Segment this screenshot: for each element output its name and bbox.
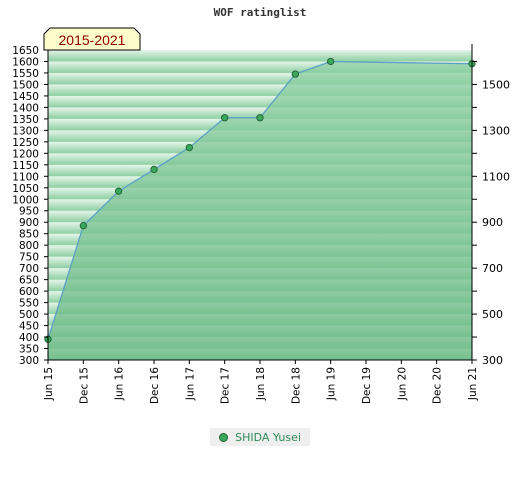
left-tick-label: 900	[19, 217, 39, 229]
x-tick-label: Jun 19	[326, 367, 338, 401]
axes	[44, 44, 477, 364]
left-tick-label: 550	[19, 298, 39, 310]
left-tick-label: 350	[19, 344, 39, 356]
data-point	[150, 165, 158, 174]
left-tick-label: 850	[19, 229, 39, 241]
left-tick-label: 1050	[12, 183, 39, 195]
x-tick-label: Jun 20	[396, 367, 408, 401]
left-tick-label: 1350	[12, 114, 39, 126]
left-tick-label: 1500	[12, 79, 39, 91]
legend-marker-icon	[219, 432, 229, 442]
left-tick-label: 800	[19, 240, 39, 252]
left-tick-label: 1200	[12, 148, 39, 160]
data-point	[291, 70, 299, 78]
data-point	[185, 143, 193, 152]
left-tick-label: 450	[19, 321, 39, 333]
right-tick-label: 900	[482, 216, 503, 229]
x-tick-label: Dec 20	[432, 367, 444, 404]
left-tick-label: 750	[19, 252, 39, 264]
legend-series-name: SHIDA Yusei	[235, 430, 301, 444]
left-tick-label: 1000	[12, 194, 39, 206]
data-point	[327, 57, 335, 66]
series-markers	[44, 57, 476, 343]
grid-band	[48, 107, 472, 119]
grid-band	[48, 95, 472, 108]
left-tick-label: 950	[19, 206, 39, 218]
left-tick-label: 1100	[12, 171, 39, 183]
right-tick-label: 500	[482, 308, 503, 321]
right-tick-label: 300	[482, 354, 503, 367]
left-tick-label: 1650	[12, 45, 39, 57]
series-line	[47, 60, 473, 340]
data-point	[221, 114, 229, 122]
x-tick-label: Dec 17	[220, 367, 232, 404]
left-tick-label: 700	[19, 263, 39, 275]
right-tick-label: 1100	[482, 170, 510, 183]
chart-title: WOF ratinglist	[213, 6, 307, 19]
left-tick-label: 400	[19, 332, 39, 344]
left-tick-label: 500	[19, 309, 39, 321]
left-tick-label: 650	[19, 275, 39, 287]
left-tick-label: 1600	[12, 56, 39, 68]
left-tick-label: 1450	[12, 91, 39, 103]
x-tick-label: Jun 18	[255, 367, 267, 401]
x-tick-label: Jun 21	[467, 367, 479, 401]
series-line-path	[47, 60, 473, 340]
left-tick-label: 300	[19, 355, 39, 367]
x-tick-label: Dec 19	[361, 367, 373, 404]
grid-band	[48, 50, 472, 62]
left-tick-label: 1550	[12, 68, 39, 80]
left-tick-label: 1300	[12, 125, 39, 137]
tick-labels: 3003504004505005506006507007508008509009…	[12, 45, 510, 404]
left-tick-label: 1400	[12, 102, 39, 114]
data-point	[115, 187, 123, 195]
period-label: 2015-2021	[43, 27, 141, 51]
grid-band	[48, 84, 472, 96]
x-tick-label: Dec 16	[149, 367, 161, 404]
x-tick-label: Jun 17	[184, 367, 196, 401]
grid-band	[48, 61, 472, 73]
legend: SHIDA Yusei	[210, 428, 310, 446]
left-tick-label: 1150	[12, 160, 39, 172]
left-tick-label: 600	[19, 286, 39, 298]
grid-band	[48, 72, 472, 85]
right-tick-label: 700	[482, 262, 503, 275]
right-tick-label: 1300	[482, 124, 510, 137]
right-tick-label: 1500	[482, 78, 510, 91]
data-point	[79, 222, 87, 230]
left-tick-label: 1250	[12, 137, 39, 149]
data-point	[256, 114, 264, 122]
x-tick-label: Dec 18	[290, 367, 302, 404]
x-tick-label: Jun 15	[43, 367, 55, 401]
area-fill	[48, 61, 472, 361]
x-tick-label: Dec 15	[78, 367, 90, 404]
x-tick-label: Jun 16	[114, 367, 126, 401]
period-text: 2015-2021	[59, 32, 126, 48]
area-polygon	[48, 61, 472, 361]
